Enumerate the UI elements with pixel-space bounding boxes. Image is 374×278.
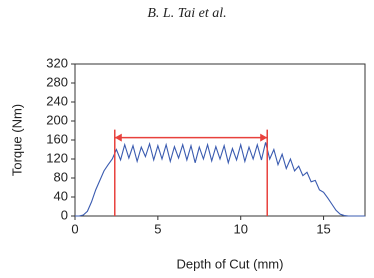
y-tick-label: 240 — [46, 93, 68, 108]
y-tick-label: 200 — [46, 112, 68, 127]
x-tick-label: 10 — [233, 221, 247, 236]
y-tick-label: 160 — [46, 131, 68, 146]
y-tick-label: 80 — [54, 169, 68, 184]
arrow-head — [260, 133, 268, 142]
y-tick-label: 120 — [46, 150, 68, 165]
y-tick-label: 320 — [46, 55, 68, 70]
data-line — [75, 141, 365, 217]
plot-frame — [74, 63, 366, 217]
x-tick-label: 0 — [71, 221, 78, 236]
arrow-head — [114, 133, 122, 142]
x-axis-label: Depth of Cut (mm) — [177, 256, 284, 271]
y-tick-label: 280 — [46, 74, 68, 89]
x-tick-label: 15 — [316, 221, 330, 236]
x-tick-label: 5 — [154, 221, 161, 236]
y-tick-label: 0 — [61, 207, 68, 222]
y-axis-label: Torque (Nm) — [9, 104, 24, 176]
y-tick-label: 40 — [54, 188, 68, 203]
header: B. L. Tai et al. — [147, 6, 226, 21]
